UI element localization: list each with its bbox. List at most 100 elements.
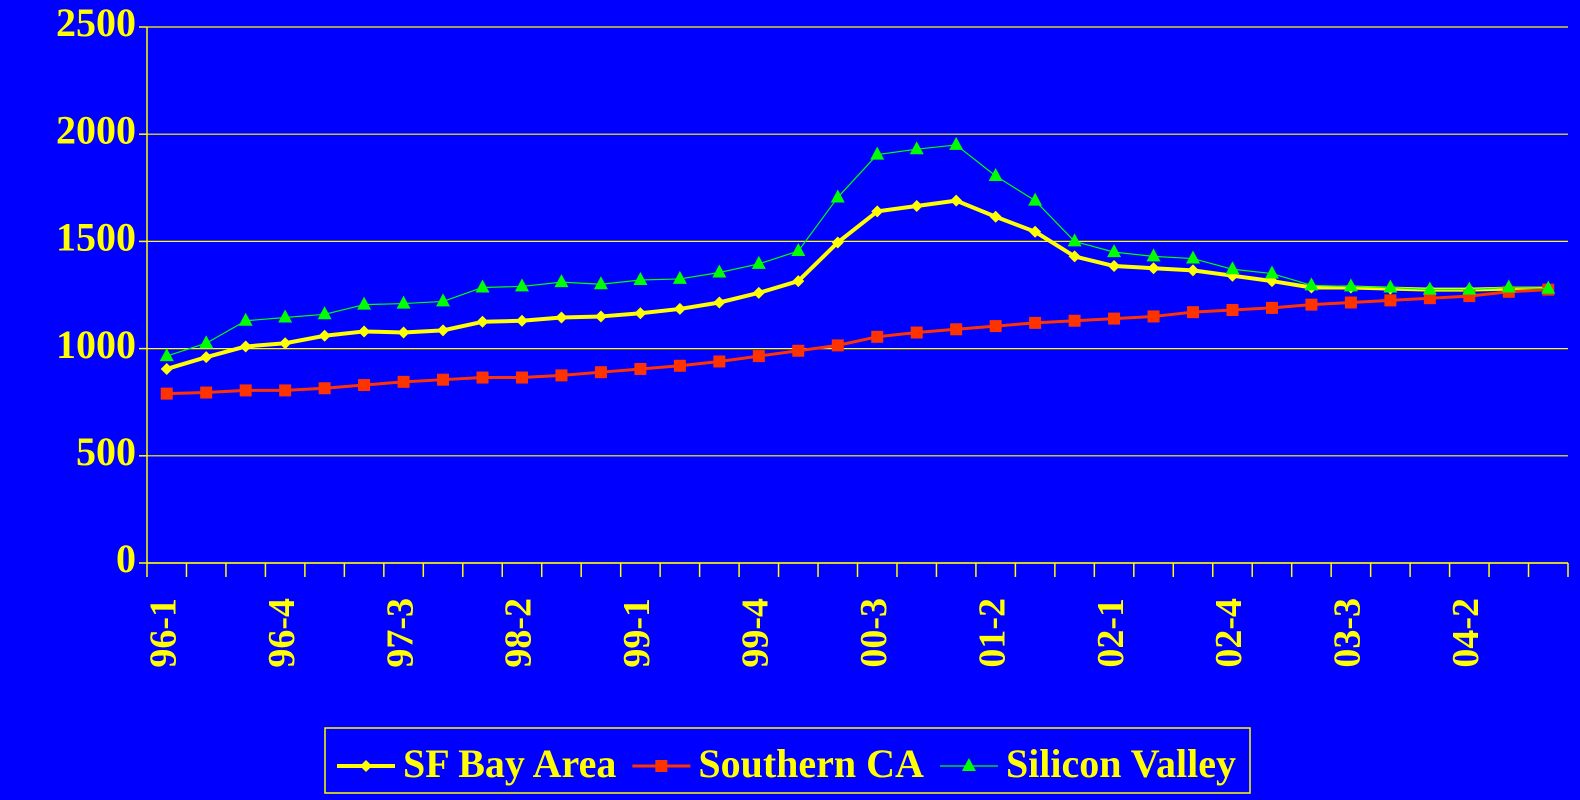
marker — [515, 371, 528, 384]
marker — [871, 330, 884, 343]
marker — [655, 760, 668, 772]
marker — [360, 760, 372, 772]
marker — [988, 168, 1003, 182]
marker — [1264, 265, 1279, 279]
marker — [317, 306, 332, 320]
series-line — [166, 144, 1549, 357]
x-tick-label: 03-3 — [1327, 598, 1369, 668]
x-tick-label: 98-2 — [498, 598, 540, 668]
legend-label: Silicon Valley — [1006, 741, 1236, 786]
marker — [1344, 296, 1357, 309]
x-tick-label: 96-1 — [142, 598, 184, 668]
marker — [961, 758, 976, 771]
marker — [871, 205, 884, 218]
marker — [594, 310, 607, 323]
marker — [593, 276, 608, 290]
marker — [831, 236, 844, 249]
marker — [594, 366, 607, 379]
marker — [358, 379, 371, 392]
marker — [200, 351, 213, 364]
marker — [712, 264, 727, 278]
marker — [870, 146, 885, 160]
marker — [1067, 233, 1082, 247]
series-line — [166, 288, 1549, 396]
x-tick-label: 99-4 — [735, 598, 777, 668]
marker — [751, 255, 766, 269]
marker — [1029, 225, 1042, 238]
y-tick-label: 0 — [116, 536, 136, 581]
marker — [831, 339, 844, 352]
marker — [1187, 306, 1200, 319]
x-tick-label: 02-1 — [1090, 598, 1132, 668]
marker — [1068, 250, 1081, 263]
marker — [357, 296, 372, 310]
marker — [1147, 310, 1160, 323]
marker — [1422, 281, 1437, 295]
marker — [1225, 261, 1240, 275]
marker — [634, 307, 647, 320]
marker — [278, 309, 293, 323]
series-line — [166, 198, 1549, 371]
y-tick-label: 2000 — [56, 107, 136, 152]
marker — [279, 337, 292, 350]
marker — [1226, 304, 1239, 317]
marker — [160, 362, 173, 375]
marker — [554, 274, 569, 288]
marker — [713, 296, 726, 309]
marker — [1384, 294, 1397, 307]
marker — [436, 293, 451, 307]
marker — [752, 350, 765, 363]
marker — [1305, 298, 1318, 311]
marker — [1265, 301, 1278, 314]
marker — [1541, 280, 1556, 294]
marker — [752, 286, 765, 299]
marker — [1343, 278, 1358, 292]
marker — [950, 194, 963, 207]
marker — [1187, 264, 1200, 277]
marker — [672, 270, 687, 284]
marker — [989, 210, 1002, 223]
x-tick-label: 96-4 — [261, 598, 303, 668]
marker — [437, 373, 450, 386]
marker — [1462, 281, 1477, 295]
x-tick-label: 01-2 — [971, 598, 1013, 668]
marker — [396, 295, 411, 309]
marker — [515, 314, 528, 327]
marker — [1107, 244, 1122, 258]
marker — [1146, 248, 1161, 262]
marker — [1068, 314, 1081, 327]
marker — [199, 335, 214, 349]
marker — [397, 326, 410, 339]
marker — [555, 311, 568, 324]
marker — [989, 320, 1002, 333]
marker — [633, 271, 648, 285]
y-tick-label: 1000 — [56, 322, 136, 367]
marker — [476, 371, 489, 384]
marker — [673, 359, 686, 372]
marker — [673, 302, 686, 315]
y-tick-label: 2500 — [56, 0, 136, 45]
x-tick-label: 02-4 — [1208, 598, 1250, 668]
legend-label: SF Bay Area — [403, 741, 616, 786]
marker — [279, 384, 292, 397]
marker — [1147, 262, 1160, 275]
marker — [238, 312, 253, 326]
marker — [634, 362, 647, 375]
marker — [830, 189, 845, 203]
marker — [792, 344, 805, 357]
marker — [1501, 279, 1516, 293]
marker — [713, 355, 726, 368]
marker — [200, 386, 213, 399]
marker — [1029, 316, 1042, 329]
marker — [910, 200, 923, 213]
marker — [555, 369, 568, 382]
marker — [476, 315, 489, 328]
marker — [159, 348, 174, 362]
legend-box — [324, 727, 1251, 794]
marker — [909, 141, 924, 155]
marker — [475, 279, 490, 293]
x-tick-label: 04-2 — [1445, 598, 1487, 668]
marker — [792, 275, 805, 288]
